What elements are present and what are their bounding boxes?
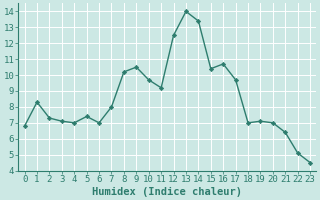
X-axis label: Humidex (Indice chaleur): Humidex (Indice chaleur) (92, 186, 242, 197)
